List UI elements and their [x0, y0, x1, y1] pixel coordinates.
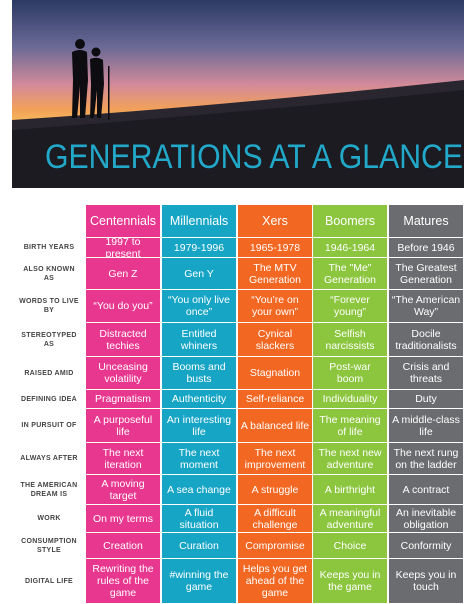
table-cell: A balanced life [238, 409, 312, 442]
table-cell: Compromise [238, 533, 312, 558]
row-label: ALSO KNOWN AS [23, 265, 75, 282]
column-header: Centennials [86, 205, 160, 237]
column-header: Millennials [162, 205, 236, 237]
table-cell: The "Me" Generation [313, 258, 387, 289]
table-cell: “Forever young” [313, 290, 387, 322]
table-cell: Crisis and threats [389, 357, 463, 389]
table-cell: #winning the game [162, 559, 236, 603]
table-cell: “You only live once” [162, 290, 236, 322]
table-cell: 1965-1978 [238, 238, 312, 257]
row-label: WORDS TO LIVE BY [19, 298, 79, 314]
table-cell: A middle-class life [389, 409, 463, 442]
table-cell: Before 1946 [389, 238, 463, 257]
table-cell: 1997 to present [86, 236, 160, 260]
table-cell: The MTV Generation [238, 258, 312, 289]
table-cell: Entitled whiners [162, 323, 236, 356]
row-label: IN PURSUIT OF [21, 422, 77, 429]
table-cell: The next new adventure [313, 443, 387, 474]
table-cell: Pragmatism [86, 390, 160, 408]
table-cell: Rewriting the rules of the game [86, 559, 160, 603]
row-label: DEFINING IDEA [20, 395, 77, 403]
table-cell: “The American Way” [389, 290, 463, 322]
table-cell: Authenticity [162, 390, 236, 408]
table-cell: A contract [389, 475, 463, 504]
title: GENERATIONS AT A GLANCE [45, 138, 463, 176]
table-cell: Keeps you in the game [313, 559, 387, 603]
column-header: Xers [238, 205, 312, 237]
table-cell: 1979-1996 [162, 238, 236, 257]
column-header: Matures [389, 205, 463, 237]
table-cell: Self-reliance [238, 390, 312, 408]
row-label: DIGITAL LIFE [24, 577, 74, 585]
table-cell: Duty [389, 390, 463, 408]
table-cell: Creation [86, 533, 160, 558]
table-cell: Selfish narcissists [313, 323, 387, 356]
table-cell: Individuality [313, 390, 387, 408]
table-cell: Conformity [389, 533, 463, 558]
table-cell: The next iteration [86, 443, 160, 474]
column-header: Boomers [313, 205, 387, 237]
table-cell: Post-war boom [313, 357, 387, 389]
table-cell: Choice [313, 533, 387, 558]
table-cell: A meaningful adventure [313, 505, 387, 532]
table-cell: Gen Y [162, 258, 236, 289]
row-label: RAISED AMID [24, 369, 74, 377]
table-cell: Distracted techies [86, 323, 160, 356]
table-cell: Helps you get ahead of the game [238, 559, 312, 603]
table-cell: A purposeful life [86, 409, 160, 442]
table-cell: A moving target [86, 475, 160, 504]
row-label: WORK [37, 515, 61, 522]
table-cell: “You do you” [86, 290, 160, 322]
table-cell: An interesting life [162, 409, 236, 442]
table-cell: A struggle [238, 475, 312, 504]
table-cell: Stagnation [238, 357, 312, 389]
row-label: THE AMERICAN DREAM IS [20, 481, 78, 498]
table-cell: 1946-1964 [313, 238, 387, 257]
row-label: ALWAYS AFTER [20, 455, 78, 462]
row-label: BIRTH YEARS [23, 244, 75, 251]
table-cell: Docile traditionalists [389, 323, 463, 356]
table-cell: The Greatest Generation [389, 258, 463, 289]
table-cell: Cynical slackers [238, 323, 312, 356]
table-cell: On my terms [86, 505, 160, 532]
table-cell: The meaning of life [313, 409, 387, 442]
table-cell: The next moment [162, 443, 236, 474]
table-cell: A difficult challenge [238, 505, 312, 532]
table-cell: Curation [162, 533, 236, 558]
table-cell: A birthright [313, 475, 387, 504]
row-label: STEREOTYPED AS [21, 331, 77, 348]
header-photo: GENERATIONS AT A GLANCE [12, 0, 464, 188]
table-cell: Gen Z [86, 258, 160, 289]
row-label: CONSUMPTION STYLE [21, 537, 77, 554]
table-cell: The next rung on the ladder [389, 443, 463, 474]
table-cell: The next improvement [238, 443, 312, 474]
table-cell: A fluid situation [162, 505, 236, 532]
table-cell: Unceasing volatility [86, 357, 160, 389]
table-cell: A sea change [162, 475, 236, 504]
table-cell: An inevitable obligation [389, 505, 463, 532]
table-cell: Keeps you in touch [389, 559, 463, 603]
table-cell: Booms and busts [162, 357, 236, 389]
table-cell: “You’re on your own” [238, 290, 312, 322]
